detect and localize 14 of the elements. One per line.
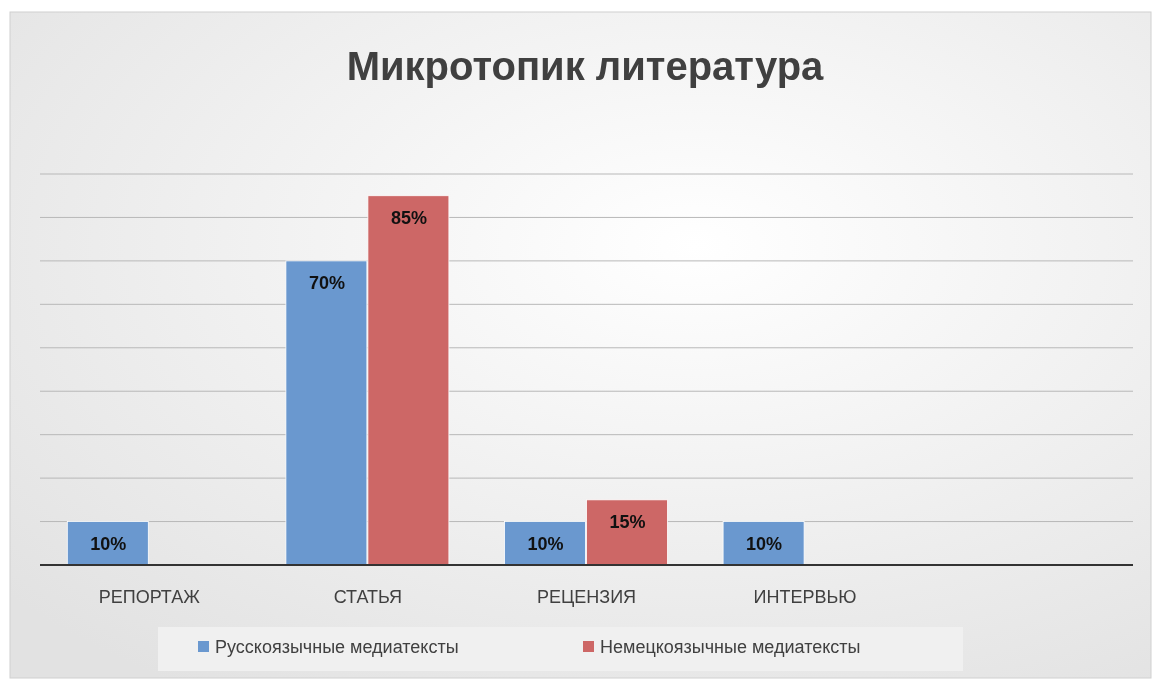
legend-label: Русскоязычные медиатексты — [215, 637, 459, 657]
x-tick-label: СТАТЬЯ — [333, 587, 403, 607]
data-label: 70% — [308, 272, 345, 293]
data-label: 10% — [746, 533, 783, 554]
text: Немецкоязычные медиатексты — [600, 637, 861, 657]
bar — [722, 521, 805, 566]
x-tick-label: РЕЦЕНЗИЯ — [536, 587, 637, 607]
chart-title: Микротопик литература — [346, 44, 825, 88]
x-tick-label: РЕПОРТАЖ — [98, 587, 201, 607]
data-label: 10% — [90, 533, 127, 554]
data-label: 10% — [527, 533, 564, 554]
data-label: 15% — [609, 511, 646, 532]
x-tick-label: ИНТЕРВЬЮ — [753, 587, 857, 607]
data-label: 85% — [390, 207, 427, 228]
